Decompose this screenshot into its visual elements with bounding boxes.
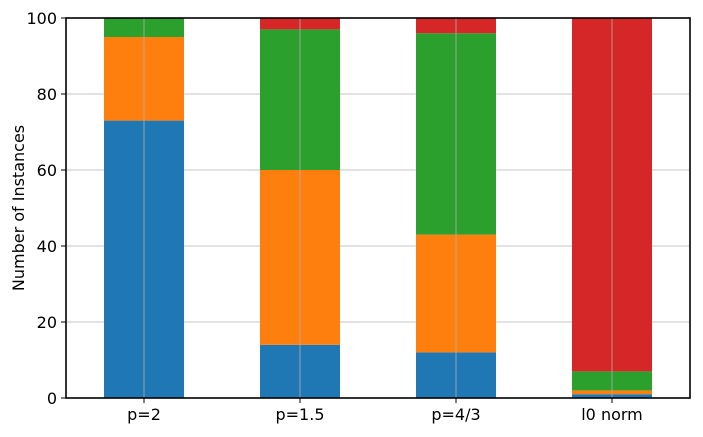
x-axis: p=2 p=1.5 p=4/3 l0 norm	[127, 398, 643, 424]
x-tick-label: p=4/3	[431, 405, 480, 424]
y-tick-label: 80	[37, 85, 57, 104]
plot-frame	[65, 17, 691, 399]
y-tick-label: 40	[37, 237, 57, 256]
y-tick-label: 0	[47, 389, 57, 408]
x-tick-label: l0 norm	[581, 405, 643, 424]
y-tick-label: 20	[37, 313, 57, 332]
x-tick-label: p=2	[127, 405, 161, 424]
x-tick-label: p=1.5	[275, 405, 324, 424]
y-axis: 0 20 40 60 80 100	[26, 9, 66, 408]
y-tick-label: 100	[26, 9, 57, 28]
y-tick-label: 60	[37, 161, 57, 180]
y-axis-label: Number of Instances	[9, 125, 28, 291]
bars	[104, 18, 652, 398]
vertical-grid-lines	[143, 18, 613, 398]
